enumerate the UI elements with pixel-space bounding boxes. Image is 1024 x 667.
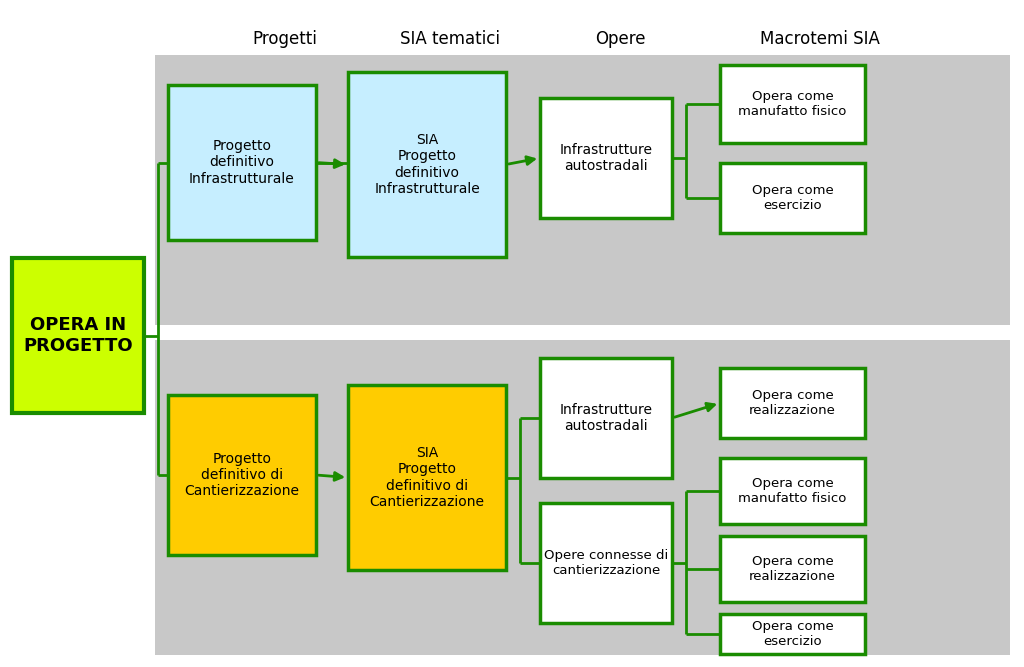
Bar [348, 385, 506, 570]
Text: Opera come
manufatto fisico: Opera come manufatto fisico [738, 477, 847, 505]
Bar [12, 258, 144, 413]
Bar [168, 395, 316, 555]
Bar [155, 55, 1010, 325]
Bar [348, 72, 506, 257]
Text: Progetti: Progetti [253, 30, 317, 48]
Text: Opere: Opere [595, 30, 645, 48]
Text: Opera come
manufatto fisico: Opera come manufatto fisico [738, 90, 847, 118]
Bar [720, 458, 865, 524]
Text: SIA
Progetto
definitivo di
Cantierizzazione: SIA Progetto definitivo di Cantierizzazi… [370, 446, 484, 509]
Text: Opera come
esercizio: Opera come esercizio [752, 184, 834, 212]
Text: Opera come
realizzazione: Opera come realizzazione [750, 555, 836, 583]
Bar [540, 503, 672, 623]
Bar [720, 614, 865, 654]
Bar [720, 163, 865, 233]
Text: OPERA IN
PROGETTO: OPERA IN PROGETTO [24, 316, 133, 355]
Text: Progetto
definitivo di
Cantierizzazione: Progetto definitivo di Cantierizzazione [184, 452, 299, 498]
Text: Infrastrutture
autostradali: Infrastrutture autostradali [559, 403, 652, 433]
Bar [155, 340, 1010, 655]
Text: Opera come
realizzazione: Opera come realizzazione [750, 389, 836, 417]
Text: Opera come
esercizio: Opera come esercizio [752, 620, 834, 648]
Bar [540, 98, 672, 218]
Text: Progetto
definitivo
Infrastrutturale: Progetto definitivo Infrastrutturale [189, 139, 295, 185]
Text: Opere connesse di
cantierizzazione: Opere connesse di cantierizzazione [544, 549, 668, 577]
Text: SIA
Progetto
definitivo
Infrastrutturale: SIA Progetto definitivo Infrastrutturale [374, 133, 480, 196]
Bar [720, 65, 865, 143]
Bar [540, 358, 672, 478]
Bar [720, 368, 865, 438]
Text: SIA tematici: SIA tematici [400, 30, 500, 48]
Text: Infrastrutture
autostradali: Infrastrutture autostradali [559, 143, 652, 173]
Bar [168, 85, 316, 240]
Text: Macrotemi SIA: Macrotemi SIA [760, 30, 880, 48]
Bar [720, 536, 865, 602]
